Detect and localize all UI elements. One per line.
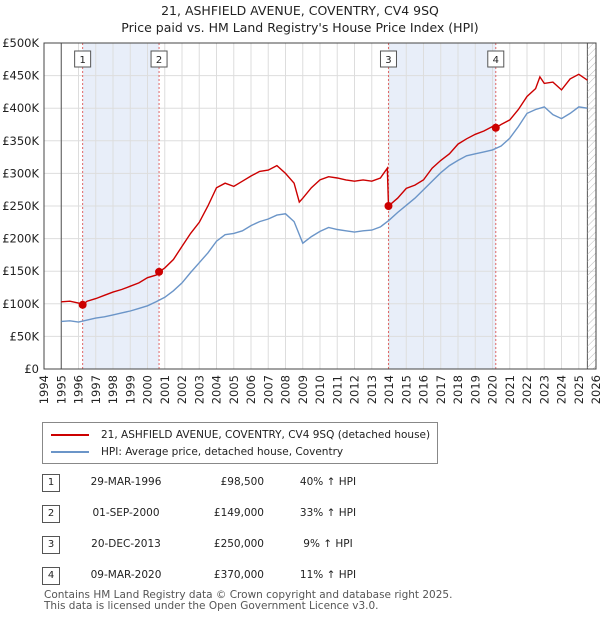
x-tick-label: 2016 xyxy=(417,375,431,404)
y-tick-label: £300K xyxy=(2,166,39,180)
footer-line-copyright: Contains HM Land Registry data © Crown c… xyxy=(44,589,453,601)
chart-legend: 21, ASHFIELD AVENUE, COVENTRY, CV4 9SQ (… xyxy=(42,422,438,464)
x-tick-label: 1999 xyxy=(123,375,137,404)
x-tick-label: 2026 xyxy=(589,375,600,404)
x-tick-label: 1994 xyxy=(37,375,51,404)
legend-swatch-hpi xyxy=(51,451,89,453)
sale-price: £149,000 xyxy=(213,507,264,519)
x-tick-label: 2002 xyxy=(175,375,189,404)
legend-label-property: 21, ASHFIELD AVENUE, COVENTRY, CV4 9SQ (… xyxy=(101,429,431,441)
sale-marker-box xyxy=(150,50,168,68)
y-tick-label: £250K xyxy=(2,199,39,213)
y-tick-label: £450K xyxy=(2,69,39,83)
legend-item-property: 21, ASHFIELD AVENUE, COVENTRY, CV4 9SQ (… xyxy=(51,427,430,443)
x-tick-label: 2014 xyxy=(382,375,396,404)
sale-price: £250,000 xyxy=(213,538,264,550)
x-tick-label: 2023 xyxy=(537,375,551,404)
sale-row: 3 20-DEC-2013 £250,000 9% ↑ HPI xyxy=(42,536,402,554)
sale-row: 1 29-MAR-1996 £98,500 40% ↑ HPI xyxy=(42,474,402,492)
x-tick-label: 2006 xyxy=(244,375,258,404)
sale-hpi-change: 11% ↑ HPI xyxy=(299,569,357,581)
sale-date: 29-MAR-1996 xyxy=(90,476,162,488)
x-tick-label: 2022 xyxy=(520,375,534,404)
x-tick-label: 2011 xyxy=(330,375,344,404)
x-tick-label: 1998 xyxy=(106,375,120,404)
sale-marker-box xyxy=(487,50,505,68)
sale-hpi-change: 40% ↑ HPI xyxy=(299,476,357,488)
sale-marker-box xyxy=(74,50,92,68)
chart-title: 21, ASHFIELD AVENUE, COVENTRY, CV4 9SQ xyxy=(161,3,439,18)
sale-row: 2 01-SEP-2000 £149,000 33% ↑ HPI xyxy=(42,505,402,523)
x-tick-label: 2020 xyxy=(486,375,500,404)
x-tick-label: 2015 xyxy=(399,375,413,404)
y-tick-label: £100K xyxy=(2,297,39,311)
x-tick-label: 2019 xyxy=(468,375,482,404)
x-tick-label: 2001 xyxy=(158,375,172,404)
sale-point xyxy=(384,202,393,210)
x-tick-label: 2017 xyxy=(434,375,448,404)
x-tick-label: 2024 xyxy=(555,375,569,404)
sale-number-badge: 1 xyxy=(42,474,60,492)
hpi-line xyxy=(61,106,588,323)
y-tick-label: £350K xyxy=(2,134,39,148)
footer-line-licence: This data is licensed under the Open Gov… xyxy=(44,600,379,612)
sale-number-badge: 2 xyxy=(42,505,60,523)
legend-label-hpi: HPI: Average price, detached house, Cove… xyxy=(101,446,344,458)
y-tick-label: £50K xyxy=(10,329,40,343)
property-price-line xyxy=(61,73,588,306)
sale-point xyxy=(155,267,164,276)
y-tick-label: £150K xyxy=(2,264,39,278)
y-tick-label: £400K xyxy=(2,101,39,115)
x-tick-label: 1997 xyxy=(89,375,103,404)
sale-price: £370,000 xyxy=(213,569,264,581)
legend-swatch-property xyxy=(51,434,89,436)
sale-point xyxy=(78,300,87,309)
plot-frame xyxy=(43,42,597,370)
sale-marker-label: 1 xyxy=(79,55,85,66)
x-tick-label: 2021 xyxy=(503,375,517,404)
sale-date: 01-SEP-2000 xyxy=(92,507,160,519)
x-tick-label: 2007 xyxy=(261,375,275,404)
y-tick-label: £200K xyxy=(2,232,39,246)
sale-hpi-change: 33% ↑ HPI xyxy=(299,507,357,519)
y-tick-label: £0 xyxy=(24,362,39,376)
x-tick-label: 1995 xyxy=(54,375,68,404)
x-tick-label: 2012 xyxy=(348,375,362,404)
x-tick-label: 2008 xyxy=(279,375,293,404)
x-tick-label: 2009 xyxy=(296,375,310,404)
x-tick-label: 2000 xyxy=(141,375,155,404)
sale-hpi-change: 9% ↑ HPI xyxy=(303,538,353,550)
legend-item-hpi: HPI: Average price, detached house, Cove… xyxy=(51,444,343,460)
attribution-footer: Contains HM Land Registry data © Crown c… xyxy=(44,590,452,612)
sale-marker-label: 3 xyxy=(385,55,391,66)
x-tick-label: 2018 xyxy=(451,375,465,404)
sale-date: 20-DEC-2013 xyxy=(91,538,161,550)
sale-marker-label: 2 xyxy=(156,55,162,66)
sale-row: 4 09-MAR-2020 £370,000 11% ↑ HPI xyxy=(42,567,402,585)
x-tick-label: 2005 xyxy=(227,375,241,404)
y-tick-label: £500K xyxy=(2,36,39,50)
sale-marker-label: 4 xyxy=(493,55,499,66)
x-tick-label: 2004 xyxy=(210,375,224,404)
sale-price: £98,500 xyxy=(220,476,264,488)
sale-point xyxy=(491,123,500,132)
x-tick-label: 2010 xyxy=(313,375,327,404)
sale-marker-box xyxy=(379,50,397,68)
sale-number-badge: 4 xyxy=(42,567,60,585)
price-chart: 1 2 3 4 £0 £50K £100K £150K £200K £250K £300K £350K… xyxy=(2,36,600,404)
x-tick-label: 1996 xyxy=(72,375,86,404)
chart-subtitle: Price paid vs. HM Land Registry's House … xyxy=(121,20,479,35)
x-tick-label: 2025 xyxy=(572,375,586,404)
sale-number-badge: 3 xyxy=(42,536,60,554)
sale-date: 09-MAR-2020 xyxy=(90,569,162,581)
x-tick-label: 2013 xyxy=(365,375,379,404)
forecast-hatch xyxy=(587,43,596,369)
x-tick-label: 2003 xyxy=(192,375,206,404)
